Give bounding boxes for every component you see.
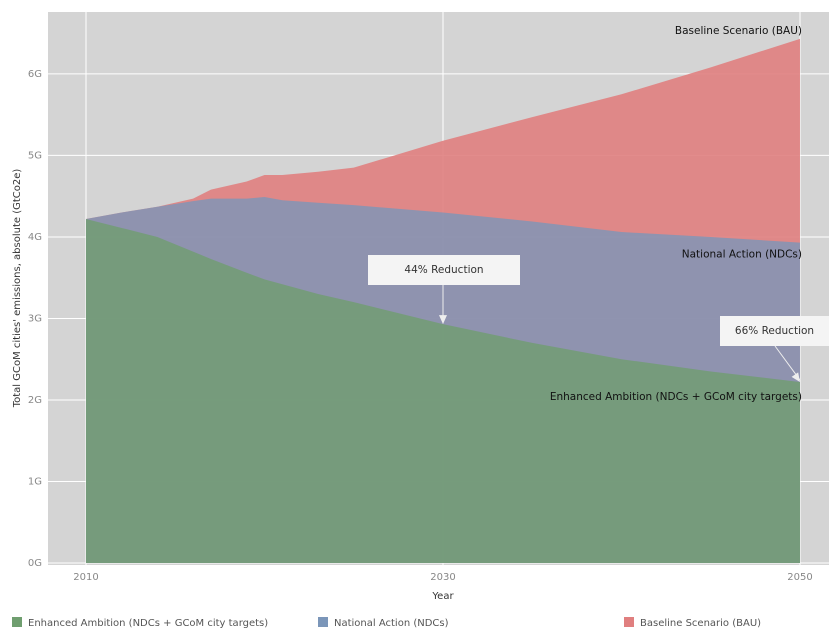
y-tick-label: 3G (28, 313, 42, 324)
series-label: Enhanced Ambition (NDCs + GCoM city targ… (550, 391, 802, 403)
x-tick-label: 2030 (430, 572, 455, 583)
annotation-box (368, 255, 520, 285)
legend-swatch (624, 617, 634, 627)
y-tick-label: 2G (28, 395, 42, 406)
legend-swatch (12, 617, 22, 627)
x-tick-label: 2050 (787, 572, 812, 583)
series-label: Baseline Scenario (BAU) (675, 25, 802, 37)
y-axis-label: Total GCoM cities' emissions, absolute (… (12, 169, 23, 409)
legend-label: Baseline Scenario (BAU) (640, 618, 761, 628)
legend-label: National Action (NDCs) (334, 618, 449, 628)
y-tick-label: 6G (28, 69, 42, 80)
annotation-text: 66% Reduction (735, 325, 814, 337)
annotation-arrowhead (791, 372, 800, 383)
annotation-arrowhead (439, 315, 447, 325)
y-tick-label: 5G (28, 150, 42, 161)
x-axis-label: Year (431, 591, 454, 602)
series-label: National Action (NDCs) (682, 249, 802, 261)
y-tick-label: 0G (28, 558, 42, 569)
area (86, 219, 800, 564)
legend-label: Enhanced Ambition (NDCs + GCoM city targ… (28, 618, 268, 628)
y-tick-label: 4G (28, 232, 42, 243)
y-tick-label: 1G (28, 476, 42, 487)
annotation-text: 44% Reduction (404, 264, 483, 276)
legend-swatch (318, 617, 328, 627)
x-tick-label: 2010 (73, 572, 98, 583)
annotation-box (720, 316, 829, 346)
